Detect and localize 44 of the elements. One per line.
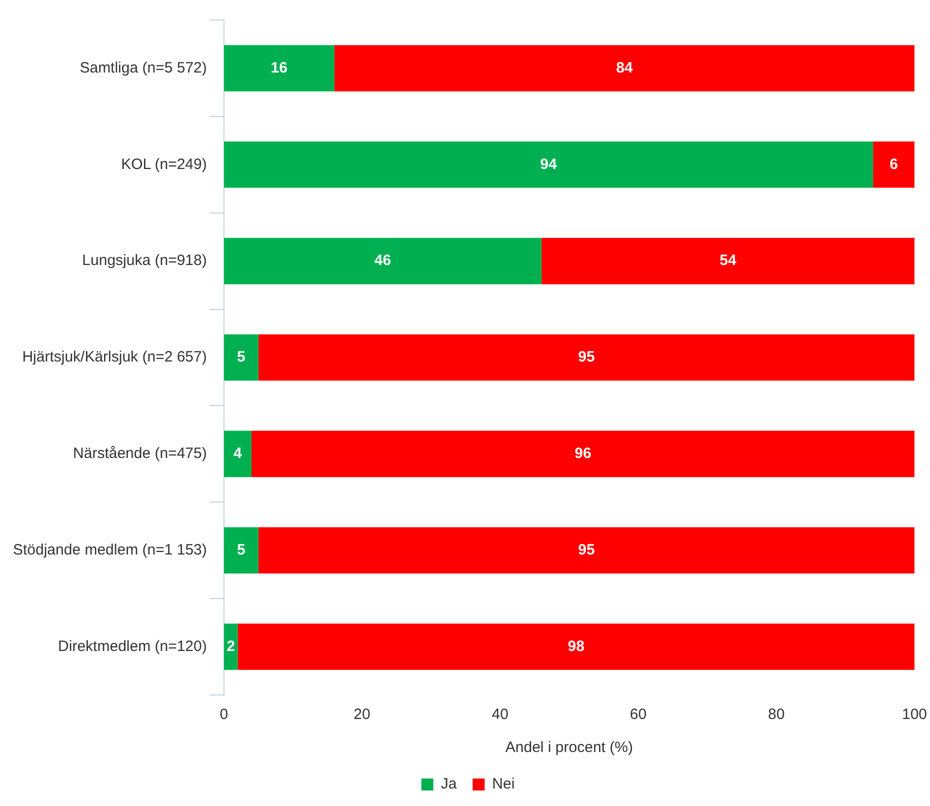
data-label: 98: [568, 638, 584, 655]
bar: [542, 238, 914, 284]
data-label: 95: [578, 542, 595, 558]
data-label: 5: [236, 348, 246, 366]
bar: [873, 142, 914, 188]
data-label: 95: [578, 348, 595, 366]
data-label: 94: [540, 156, 558, 173]
bar: [224, 238, 542, 284]
y-tick-label: Direktmedlem (n=120): [58, 638, 207, 655]
bar: [224, 142, 874, 188]
data-label: 16: [270, 59, 288, 76]
legend-label: Nei: [492, 776, 515, 793]
data-label: 6: [890, 156, 898, 173]
y-tick-label: Stödjande medlem (n=1 153): [12, 542, 207, 558]
x-tick-label: 40: [492, 706, 508, 724]
data-label: 84: [616, 59, 634, 76]
legend-label: Ja: [440, 776, 458, 793]
x-tick-label: 0: [220, 706, 228, 724]
x-tick-label: 60: [630, 706, 647, 724]
bar: [224, 624, 238, 670]
data-label: 46: [374, 252, 392, 270]
y-tick-label: Samtliga (n=5 572): [80, 59, 207, 76]
y-tick-label: Hjärtsjuk/Kärlsjuk (n=2 657): [22, 348, 207, 366]
data-label: 5: [236, 542, 246, 558]
data-label: 4: [234, 445, 243, 462]
x-tick-label: 100: [902, 706, 927, 724]
bar: [224, 430, 252, 478]
bar: [224, 45, 334, 92]
bar: [238, 624, 914, 670]
data-label: 2: [226, 638, 235, 655]
bar: [258, 527, 914, 574]
bar: [224, 527, 258, 574]
data-label: 54: [720, 252, 738, 270]
bar: [334, 45, 914, 92]
y-tick-label: KOL (n=249): [121, 156, 207, 173]
bar: [224, 334, 258, 381]
x-tick-label: 20: [354, 706, 370, 724]
data-label: 96: [574, 445, 592, 462]
y-tick-label: Närstående (n=475): [73, 445, 207, 462]
bar: [251, 430, 914, 478]
bar: [258, 334, 914, 381]
y-tick-label: Lungsjuka (n=918): [82, 252, 207, 270]
x-axis-title: Andel i procent (%): [505, 739, 633, 756]
x-tick-label: 80: [768, 706, 785, 724]
